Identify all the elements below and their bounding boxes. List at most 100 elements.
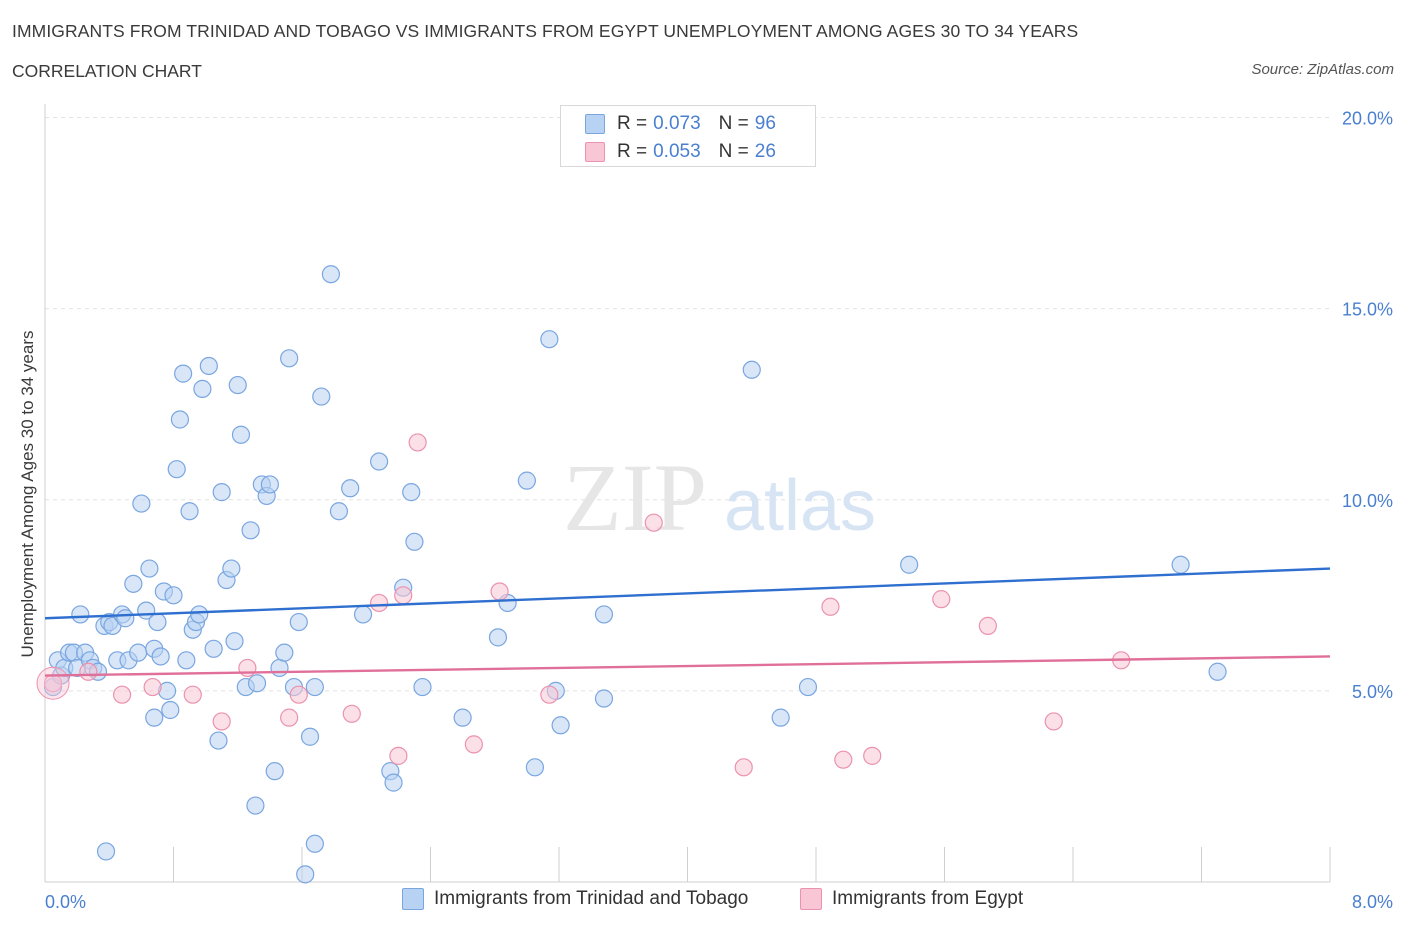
trend-line-trinidad [44, 567, 1331, 620]
point-trinidad [594, 689, 614, 708]
legend-swatch-blue [402, 888, 424, 910]
point-trinidad [353, 605, 373, 624]
watermark-atlas: atlas [724, 466, 876, 546]
point-trinidad [296, 865, 315, 884]
point-trinidad [170, 410, 190, 429]
point-trinidad [551, 716, 570, 735]
point-trinidad [116, 609, 135, 628]
axes [44, 104, 1331, 883]
point-egypt [212, 712, 231, 731]
point-trinidad [247, 674, 267, 693]
data-points [36, 265, 1227, 884]
point-trinidad [190, 605, 209, 624]
r-label: R = [617, 113, 648, 134]
legend-item-egypt[interactable]: Immigrants from Egypt [800, 888, 1023, 910]
point-egypt [932, 590, 951, 609]
y-tick-label: 15.0% [1342, 300, 1393, 320]
point-trinidad [329, 502, 349, 521]
watermark-zip: ZIP [563, 444, 707, 551]
point-egypt [112, 685, 132, 704]
point-egypt [280, 708, 299, 727]
x-tick-label: 8.0% [1352, 892, 1393, 912]
gridlines [45, 117, 1330, 692]
point-trinidad [174, 364, 193, 383]
point-trinidad [1208, 662, 1227, 681]
swatch-blue [585, 114, 605, 134]
point-trinidad [517, 471, 536, 490]
point-egypt [79, 662, 98, 681]
point-trinidad [204, 639, 223, 658]
point-trinidad [305, 677, 324, 697]
point-trinidad [199, 356, 218, 376]
legend-label: Immigrants from Trinidad and Tobago [434, 888, 749, 909]
tick-labels: 5.0% 10.0% 15.0% 20.0% 0.0% 8.0% [45, 109, 1393, 913]
point-trinidad [525, 758, 545, 777]
point-trinidad [742, 360, 761, 379]
point-trinidad [167, 460, 186, 479]
point-trinidad [594, 605, 614, 624]
trend-lines [44, 567, 1331, 677]
point-trinidad [193, 379, 212, 398]
point-trinidad [384, 773, 403, 792]
point-trinidad [180, 502, 199, 521]
legend-label: Immigrants from Egypt [832, 888, 1024, 909]
point-egypt-large [36, 666, 70, 700]
point-trinidad [225, 632, 244, 651]
point-trinidad [289, 612, 308, 632]
point-egypt [342, 704, 361, 723]
point-trinidad [145, 708, 164, 727]
point-trinidad [241, 521, 260, 540]
point-trinidad [260, 475, 279, 494]
point-trinidad [488, 628, 508, 647]
point-trinidad [129, 643, 148, 662]
point-trinidad [900, 555, 919, 574]
n-label: N = [718, 141, 749, 162]
r-label: R = [617, 141, 648, 162]
point-trinidad [209, 731, 228, 750]
stats-legend: R = 0.073 N = 96 R = 0.053 N = 26 [560, 105, 816, 167]
point-egypt [238, 658, 257, 678]
n-value: 26 [754, 141, 776, 162]
legend-swatch-pink [800, 888, 822, 910]
point-trinidad [246, 796, 265, 815]
point-trinidad [798, 677, 818, 697]
point-trinidad [275, 643, 294, 662]
legend-item-trinidad[interactable]: Immigrants from Trinidad and Tobago [402, 888, 748, 910]
point-trinidad [231, 425, 251, 444]
point-egypt [183, 685, 202, 704]
point-egypt [863, 746, 882, 765]
point-egypt [143, 677, 162, 697]
chart-title: IMMIGRANTS FROM TRINIDAD AND TOBAGO VS I… [12, 21, 1079, 41]
point-egypt [978, 616, 997, 635]
trend-line-egypt [44, 655, 1331, 677]
point-trinidad [132, 494, 151, 513]
swatch-pink [585, 142, 605, 162]
point-trinidad [305, 834, 324, 853]
point-egypt [394, 586, 413, 605]
point-trinidad [270, 658, 289, 678]
point-egypt [644, 513, 663, 532]
point-egypt [289, 685, 308, 704]
point-trinidad [771, 708, 790, 727]
r-value: 0.073 [653, 113, 701, 134]
x-tick-label: 0.0% [45, 892, 86, 912]
point-egypt [1044, 712, 1063, 731]
point-trinidad [71, 605, 90, 624]
n-value: 96 [754, 113, 776, 134]
point-trinidad [212, 483, 231, 502]
point-trinidad [140, 559, 159, 578]
point-egypt [821, 597, 840, 616]
stats-row-egypt: R = 0.053 N = 26 [585, 138, 776, 166]
y-axis-label: Unemployment Among Ages 30 to 34 years [18, 330, 37, 658]
watermark: ZIP atlas [563, 444, 876, 551]
point-trinidad [148, 612, 167, 632]
y-tick-label: 10.0% [1342, 491, 1393, 511]
point-trinidad [540, 330, 559, 349]
point-trinidad [370, 452, 389, 471]
point-trinidad [228, 375, 247, 395]
stats-row-trinidad: R = 0.073 N = 96 [585, 110, 776, 138]
series-legend: Immigrants from Trinidad and Tobago Immi… [0, 888, 1406, 916]
point-trinidad [164, 586, 183, 605]
point-trinidad [341, 479, 360, 498]
